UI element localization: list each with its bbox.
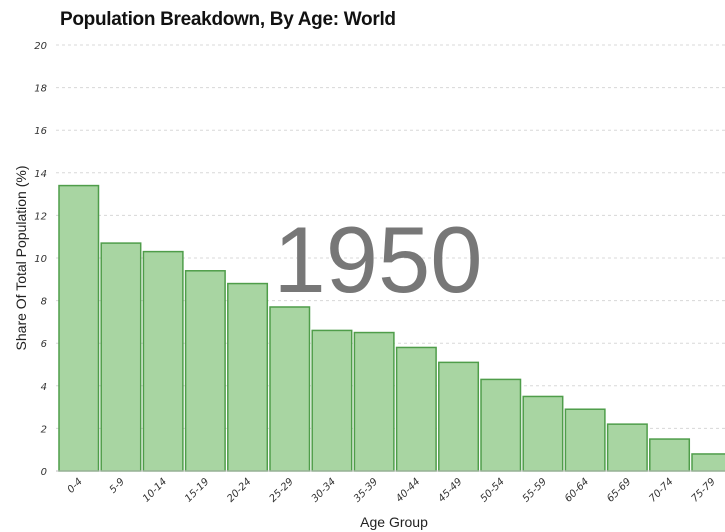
y-tick-label: 12 — [34, 211, 47, 222]
x-tick-label: 35-39 — [352, 476, 380, 504]
bar-35-39 — [353, 331, 395, 472]
bar-15-19 — [184, 270, 226, 472]
x-tick-label: 65-69 — [605, 476, 633, 504]
x-tick-label: 70-74 — [647, 476, 675, 504]
bar-40-44 — [395, 346, 437, 472]
bar-5-9 — [100, 242, 142, 472]
bar-70-74 — [649, 438, 691, 472]
y-tick-label: 2 — [41, 424, 47, 435]
x-tick-label: 10-14 — [141, 476, 169, 504]
x-tick-label: 25-29 — [268, 476, 296, 504]
y-tick-label: 14 — [34, 169, 47, 180]
bar-0-4 — [58, 184, 100, 472]
y-tick-label: 6 — [41, 339, 47, 350]
x-axis-ticks: 0-4 5-9 10-14 15-19 20-24 25-29 30-34 35-39 40-4… — [66, 476, 718, 504]
x-tick-label: 40-44 — [394, 476, 422, 504]
y-tick-label: 4 — [41, 382, 47, 393]
bar-50-54 — [480, 378, 522, 472]
y-tick-label: 20 — [34, 41, 47, 52]
y-tick-label: 8 — [41, 297, 47, 308]
chart-title: Population Breakdown, By Age: World — [60, 9, 396, 30]
y-axis-label: Share Of Total Population (%) — [13, 166, 29, 351]
y-axis-ticks: 0 2 4 6 8 10 12 14 16 18 20 — [34, 41, 47, 478]
y-tick-label: 10 — [34, 254, 47, 265]
x-axis-label: Age Group — [360, 514, 428, 530]
year-annotation: 1950 — [273, 207, 482, 312]
y-tick-label: 16 — [34, 126, 47, 137]
bar-30-34 — [311, 329, 353, 472]
x-tick-label: 15-19 — [183, 476, 211, 504]
y-tick-label: 18 — [34, 84, 47, 95]
y-tick-label: 0 — [41, 467, 47, 478]
bar-55-59 — [522, 395, 564, 472]
bar-20-24 — [227, 282, 269, 472]
x-tick-label: 50-54 — [479, 476, 507, 504]
bar-45-49 — [438, 361, 480, 472]
x-tick-label: 30-34 — [310, 476, 338, 504]
x-tick-label: 20-24 — [225, 476, 253, 504]
x-tick-label: 60-64 — [563, 476, 591, 504]
x-tick-label: 55-59 — [521, 476, 549, 504]
bar-65-69 — [606, 423, 648, 472]
bar-75-79 — [691, 453, 725, 472]
bar-25-29 — [269, 306, 311, 472]
x-tick-label: 45-49 — [436, 476, 464, 504]
x-tick-label: 75-79 — [690, 476, 718, 504]
bars — [58, 184, 725, 472]
bar-60-64 — [564, 408, 606, 472]
x-tick-label: 0-4 — [66, 476, 85, 495]
bar-10-14 — [142, 250, 184, 472]
x-tick-label: 5-9 — [108, 476, 127, 495]
